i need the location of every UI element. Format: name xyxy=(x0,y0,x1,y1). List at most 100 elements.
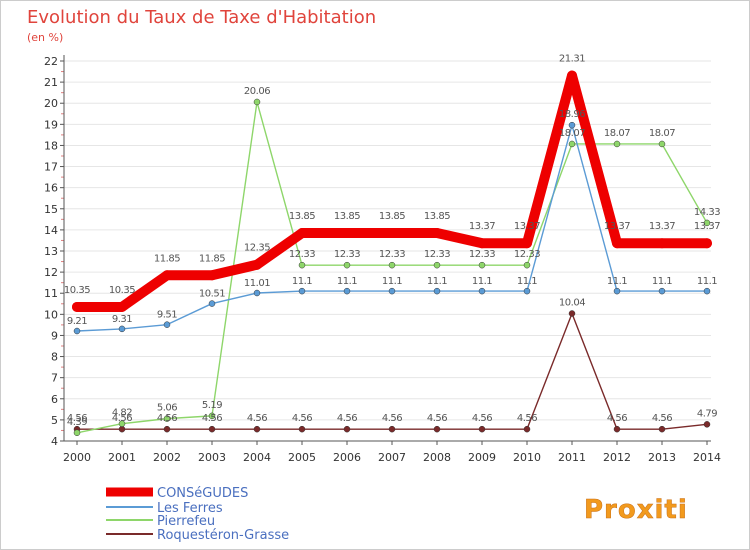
data-point xyxy=(298,287,306,295)
x-tick-label: 2010 xyxy=(513,451,541,464)
data-label: 5.19 xyxy=(202,400,222,411)
data-label: 10.51 xyxy=(199,289,225,300)
data-point xyxy=(72,301,82,312)
data-point xyxy=(478,287,486,295)
legend-label: Les Ferres xyxy=(157,501,223,516)
data-label: 11.85 xyxy=(154,253,180,264)
data-point xyxy=(118,425,126,433)
data-label: 12.33 xyxy=(379,249,405,260)
data-label: 13.37 xyxy=(469,221,495,232)
data-label: 4.79 xyxy=(697,408,717,419)
data-point xyxy=(432,228,442,239)
y-tick-label: 9 xyxy=(51,329,58,342)
data-label: 10.35 xyxy=(64,285,90,296)
data-label: 11.1 xyxy=(697,276,717,287)
data-label: 4.56 xyxy=(607,413,627,424)
data-label: 11.1 xyxy=(472,276,492,287)
y-tick-label: 8 xyxy=(51,351,58,364)
data-point xyxy=(118,325,126,333)
data-point xyxy=(658,140,666,148)
data-point xyxy=(567,70,577,81)
legend-label: CONSéGUDES xyxy=(157,486,248,501)
data-label: 9.31 xyxy=(112,314,132,325)
data-label: 4.82 xyxy=(112,408,132,419)
data-point xyxy=(163,321,171,328)
data-point xyxy=(343,287,351,295)
data-label: 9.21 xyxy=(67,316,87,327)
data-label: 11.1 xyxy=(652,276,672,287)
data-label: 11.1 xyxy=(337,276,357,287)
data-point xyxy=(522,238,532,249)
data-label: 20.06 xyxy=(244,86,270,97)
data-point xyxy=(298,261,306,269)
y-tick-label: 20 xyxy=(44,97,58,110)
data-label: 11.1 xyxy=(607,276,627,287)
data-point xyxy=(343,425,351,433)
data-point xyxy=(208,300,216,307)
data-point xyxy=(433,425,441,433)
data-label: 12.33 xyxy=(289,249,315,260)
y-tick-label: 15 xyxy=(44,203,58,216)
data-label: 14.33 xyxy=(694,207,720,218)
y-tick-label: 19 xyxy=(44,118,58,131)
data-point xyxy=(568,140,576,148)
data-label: 4.56 xyxy=(112,413,132,424)
data-point xyxy=(118,420,126,427)
data-point xyxy=(163,425,171,433)
data-point xyxy=(252,259,262,270)
data-label: 4.56 xyxy=(517,413,537,424)
x-tick-label: 2007 xyxy=(378,451,406,464)
y-tick-label: 13 xyxy=(44,245,58,258)
x-tick-label: 2006 xyxy=(333,451,361,464)
data-label: 4.56 xyxy=(472,413,492,424)
data-label: 11.01 xyxy=(244,278,270,289)
data-label: 13.37 xyxy=(604,221,630,232)
data-point xyxy=(703,219,711,227)
x-tick-label: 2003 xyxy=(198,451,226,464)
data-label: 12.33 xyxy=(469,249,495,260)
y-tick-label: 16 xyxy=(44,182,58,195)
data-point xyxy=(73,429,81,437)
data-label: 18.07 xyxy=(649,128,675,139)
data-label: 4.56 xyxy=(382,413,402,424)
data-point xyxy=(73,327,81,335)
legend-label: Roquestéron-Grasse xyxy=(157,528,289,543)
data-point xyxy=(117,301,127,312)
data-point xyxy=(703,421,711,428)
y-tick-label: 22 xyxy=(44,55,58,68)
data-label: 11.1 xyxy=(517,276,537,287)
data-point xyxy=(253,98,261,106)
data-point xyxy=(478,261,486,269)
x-tick-label: 2012 xyxy=(603,451,631,464)
data-label: 13.37 xyxy=(649,221,675,232)
data-label: 12.33 xyxy=(514,249,540,260)
data-point xyxy=(478,425,486,433)
data-label: 4.39 xyxy=(67,417,87,428)
data-point xyxy=(568,121,576,129)
data-point xyxy=(568,310,576,317)
x-tick-label: 2005 xyxy=(288,451,316,464)
data-point xyxy=(297,228,307,239)
y-tick-label: 5 xyxy=(51,414,58,427)
proxiti-logo: Proxiti xyxy=(584,495,688,525)
data-label: 4.56 xyxy=(337,413,357,424)
data-label: 13.85 xyxy=(379,211,405,222)
x-tick-label: 2000 xyxy=(63,451,91,464)
data-label: 9.51 xyxy=(157,310,177,321)
data-label: 13.85 xyxy=(289,211,315,222)
data-point xyxy=(343,261,351,269)
data-point xyxy=(658,425,666,433)
x-tick-label: 2014 xyxy=(693,451,721,464)
data-label: 13.37 xyxy=(514,221,540,232)
data-label: 13.85 xyxy=(334,211,360,222)
data-point xyxy=(253,425,261,433)
data-point xyxy=(612,238,622,249)
data-point xyxy=(388,261,396,269)
data-point xyxy=(342,228,352,239)
data-label: 12.33 xyxy=(424,249,450,260)
data-label: 4.56 xyxy=(67,413,87,424)
data-point xyxy=(613,287,621,295)
x-tick-label: 2001 xyxy=(108,451,136,464)
data-label: 13.37 xyxy=(694,221,720,232)
